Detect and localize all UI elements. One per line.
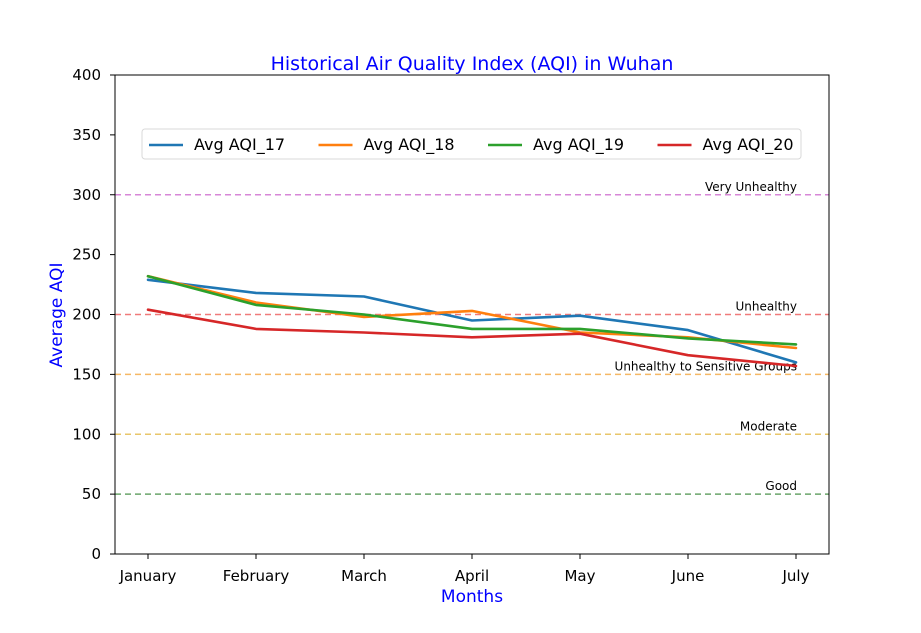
- legend-box: [141, 128, 802, 160]
- series-line-0: [146, 278, 798, 364]
- y-tick-label-6: 300: [72, 186, 101, 204]
- series-line-3: [146, 308, 798, 368]
- x-tick-label-2: March: [341, 567, 387, 585]
- x-tick-label-0: January: [119, 567, 177, 585]
- legend-entry-0: Avg AQI_17: [194, 135, 285, 155]
- axes: 0 50 100 150 200 250 300 350 400 January February M…: [72, 66, 830, 585]
- y-tick-label-0: 0: [91, 545, 101, 563]
- reference-line-label-1: Moderate: [740, 419, 797, 433]
- y-axis-label: Average AQI: [47, 263, 67, 368]
- reference-lines: Good Moderate Unhealthy to Sensitive Group…: [115, 180, 829, 495]
- x-tick-label-1: February: [223, 567, 290, 585]
- y-tick-label-8: 400: [72, 66, 101, 84]
- reference-line-label-2: Unhealthy to Sensitive Groups: [615, 359, 797, 373]
- y-tick-label-1: 50: [82, 485, 101, 503]
- reference-line-label-4: Very Unhealthy: [705, 180, 797, 194]
- series-line-2: [146, 274, 798, 346]
- reference-line-label-3: Unhealthy: [736, 300, 797, 314]
- reference-line-label-0: Good: [765, 479, 797, 493]
- y-tick-label-3: 150: [72, 365, 101, 383]
- x-axis-label: Months: [441, 587, 503, 607]
- x-tick-label-4: May: [564, 567, 595, 585]
- legend-entry-3: Avg AQI_20: [703, 135, 794, 155]
- x-tick-label-6: July: [782, 567, 810, 585]
- y-tick-label-4: 200: [72, 306, 101, 324]
- x-tick-label-5: June: [671, 567, 705, 585]
- y-tick-label-2: 100: [72, 425, 101, 443]
- series-layer: [146, 274, 798, 368]
- legend: Avg AQI_17 Avg AQI_18 Avg AQI_19 Avg AQI_20: [141, 128, 802, 160]
- legend-entry-1: Avg AQI_18: [364, 135, 455, 155]
- legend-entry-2: Avg AQI_19: [533, 135, 624, 155]
- y-tick-label-5: 250: [72, 246, 101, 264]
- chart-title: Historical Air Quality Index (AQI) in Wu…: [271, 53, 674, 75]
- y-tick-label-7: 350: [72, 126, 101, 144]
- x-tick-label-3: April: [455, 567, 489, 585]
